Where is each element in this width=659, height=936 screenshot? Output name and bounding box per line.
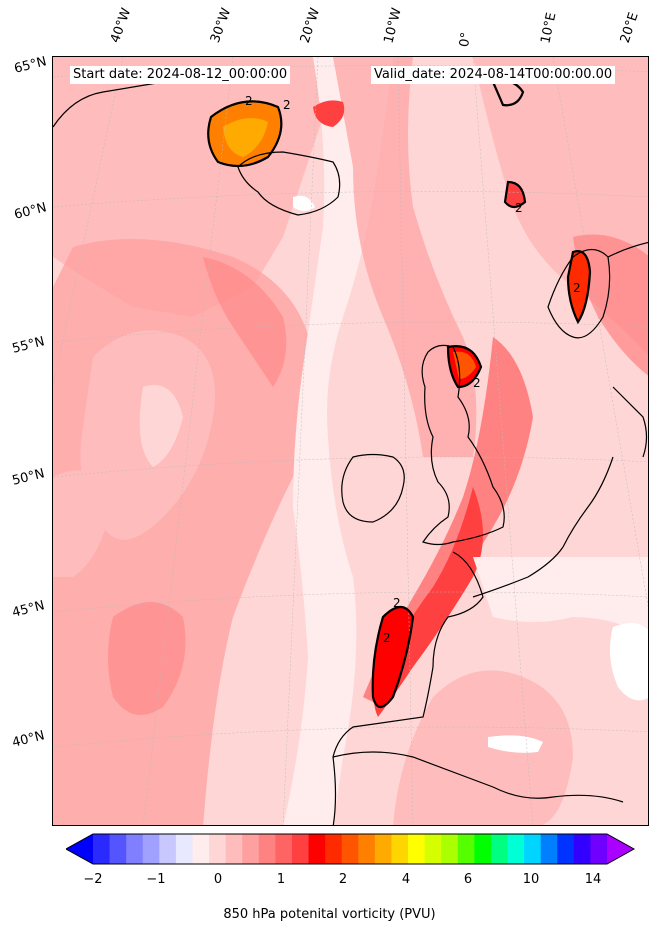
colorbar-cell [93,834,111,864]
contour-label: 2 [473,376,481,390]
contour-label: 2 [515,201,523,215]
colorbar-tick-label: 14 [584,872,602,887]
colorbar-tick-label: −1 [146,872,166,887]
colorbar-cell [441,834,459,864]
colorbar-cell [192,834,210,864]
contour-labels: 2 2 2 2 2 2 2 [245,94,581,645]
map-frame: 2 2 2 2 2 2 2 [52,56,649,826]
colorbar-cell [391,834,409,864]
colorbar-cell [159,834,177,864]
colorbar-cell [258,834,276,864]
lat-label: 40°N [10,728,47,751]
colorbar-cell [209,834,227,864]
colorbar-tick-label: 6 [463,872,473,887]
colorbar-cell [408,834,426,864]
colorbar-cell [590,834,608,864]
lon-label: 0° [457,31,475,48]
colorbar-cell [374,834,392,864]
colorbar-tick-label: 10 [522,872,540,887]
lon-label: 40°W [107,6,135,45]
intense-features [208,100,590,387]
contour-label: 2 [393,596,401,610]
colorbar-cell [325,834,343,864]
colorbar-cell [341,834,359,864]
colorbar-cell [424,834,442,864]
contour-2pvu [207,79,592,709]
colorbar-cell [142,834,160,864]
lat-label: 50°N [10,466,47,489]
lat-label: 55°N [10,334,47,357]
lon-label: 20°E [617,10,642,46]
low-value-patches [293,195,648,753]
colorbar-cell [524,834,542,864]
colorbar-cell [507,834,525,864]
colorbar-cell [225,834,243,864]
contour-label: 2 [383,631,391,645]
colorbar [66,833,636,865]
lon-label: 10°E [538,11,560,46]
colorbar-cell [308,834,326,864]
colorbar-cell [490,834,509,864]
colorbar-tick-label: 2 [338,872,348,887]
colorbar-tick-label: 4 [401,872,411,887]
lat-label: 65°N [12,54,49,77]
colorbar-cell [109,834,127,864]
colorbar-cell [540,834,558,864]
lon-label: 10°W [381,6,405,46]
colorbar-tick-label: 0 [213,872,223,887]
colorbar-extend-low [66,834,93,864]
colorbar-cell [291,834,310,864]
colorbar-label: 850 hPa potenital vorticity (PVU) [223,907,436,922]
lon-label: 20°W [297,6,324,45]
colorbar-cell [573,834,591,864]
lon-label: 30°W [207,6,235,45]
colorbar-outline [66,833,636,865]
colorbar-tick-label: 1 [276,872,286,887]
vorticity-field [53,57,648,825]
colorbar-cell [126,834,144,864]
colorbar-cell [358,834,376,864]
contour-label: 2 [245,94,253,108]
colorbar-cell [557,834,575,864]
colorbar-cell [275,834,293,864]
contour-label: 2 [573,281,581,295]
colorbar-tick-label: −2 [83,872,103,887]
valid-date-label: Valid_date: 2024-08-14T00:00:00.00 [371,66,616,84]
coastlines [53,81,648,825]
lat-label: 60°N [12,200,49,223]
start-date-label: Start date: 2024-08-12_00:00:00 [70,66,291,84]
contour-label: 2 [283,98,291,112]
colorbar-cell [457,834,475,864]
colorbar-cell [474,834,492,864]
lat-label: 45°N [10,598,47,621]
vorticity-map: 2 2 2 2 2 2 2 [53,57,648,825]
colorbar-extend-high [607,834,634,864]
colorbar-cell [175,834,193,864]
colorbar-cell [242,834,260,864]
